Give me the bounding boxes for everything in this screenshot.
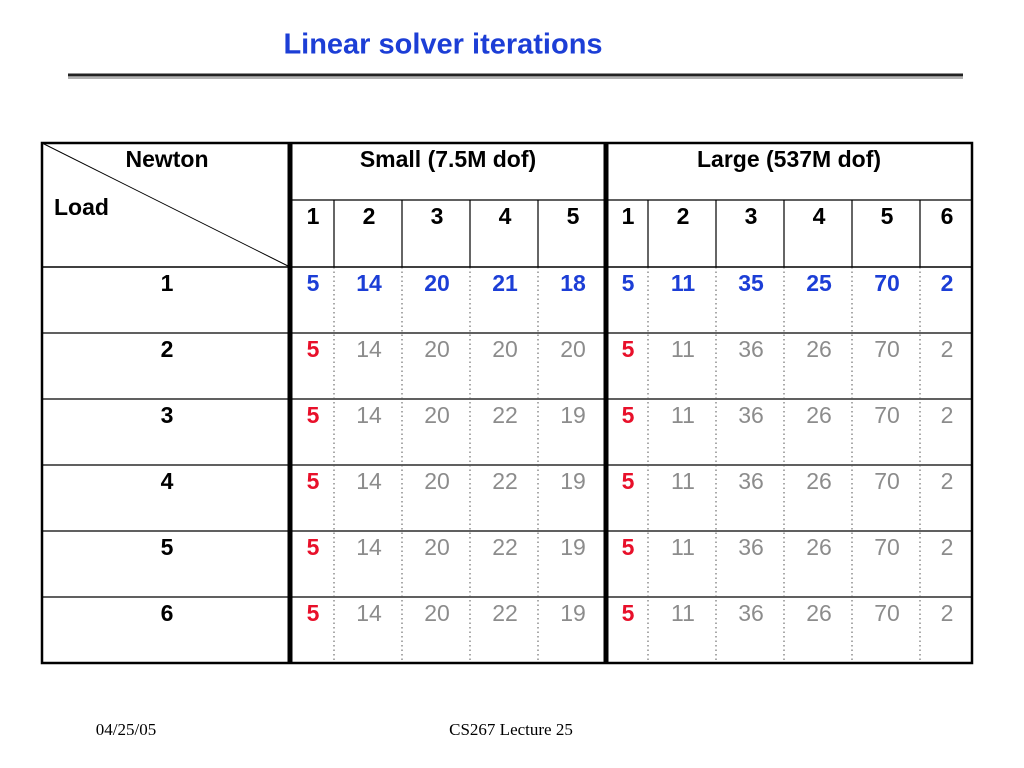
- row-label: 1: [161, 270, 174, 296]
- cell-value: 22: [492, 402, 518, 428]
- row-label: 3: [161, 402, 174, 428]
- cell-value: 11: [671, 336, 695, 362]
- cell-value: 70: [874, 402, 900, 428]
- column-header: 3: [745, 203, 758, 229]
- cell-value: 2: [941, 336, 954, 362]
- cell-value: 11: [671, 468, 695, 494]
- cell-value: 5: [622, 600, 635, 626]
- cell-value: 20: [424, 534, 450, 560]
- cell-value: 5: [622, 336, 635, 362]
- cell-value: 26: [806, 534, 832, 560]
- table: Newton Load Small (7.5M dof) 1 2 3 4 5 Large (53…: [40, 141, 974, 665]
- cell-value: 26: [806, 468, 832, 494]
- column-header: 6: [941, 203, 954, 229]
- cell-value: 36: [738, 402, 764, 428]
- cell-value: 2: [941, 468, 954, 494]
- cell-value: 22: [492, 534, 518, 560]
- cell-value: 11: [671, 270, 696, 296]
- corner-bottom: Load: [54, 194, 109, 220]
- cell-value: 20: [424, 270, 450, 296]
- cell-value: 11: [671, 600, 695, 626]
- cell-value: 19: [560, 534, 586, 560]
- cell-value: 25: [806, 270, 832, 296]
- cell-value: 70: [874, 270, 900, 296]
- column-header: 2: [677, 203, 690, 229]
- column-header: 4: [813, 203, 826, 229]
- cell-value: 14: [356, 534, 382, 560]
- cell-value: 36: [738, 534, 764, 560]
- slide-title: Linear solver iterations: [283, 29, 602, 61]
- cell-value: 5: [622, 468, 635, 494]
- cell-value: 14: [356, 336, 382, 362]
- cell-value: 36: [738, 468, 764, 494]
- row-label: 4: [161, 468, 174, 494]
- cell-value: 2: [941, 402, 954, 428]
- cell-value: 5: [307, 468, 320, 494]
- column-header: 2: [363, 203, 376, 229]
- cell-value: 2: [941, 534, 954, 560]
- cell-value: 11: [671, 402, 695, 428]
- cell-value: 5: [307, 336, 320, 362]
- cell-value: 20: [424, 468, 450, 494]
- cell-value: 14: [356, 600, 382, 626]
- cell-value: 21: [492, 270, 518, 296]
- cell-value: 70: [874, 468, 900, 494]
- cell-value: 20: [424, 600, 450, 626]
- cell-value: 20: [424, 402, 450, 428]
- column-header: 1: [307, 203, 320, 229]
- footer-course: CS267 Lecture 25: [449, 720, 573, 739]
- cell-value: 19: [560, 402, 586, 428]
- cell-value: 35: [738, 270, 764, 296]
- cell-value: 19: [560, 600, 586, 626]
- cell-value: 20: [424, 336, 450, 362]
- cell-value: 20: [560, 336, 586, 362]
- cell-value: 26: [806, 336, 832, 362]
- cell-value: 20: [492, 336, 518, 362]
- row-label: 6: [161, 600, 174, 626]
- cell-value: 5: [622, 270, 635, 296]
- cell-value: 5: [307, 402, 320, 428]
- column-header: 3: [431, 203, 444, 229]
- cell-value: 14: [356, 270, 382, 296]
- cell-value: 5: [307, 600, 320, 626]
- corner-top: Newton: [125, 146, 208, 172]
- group-header: Small (7.5M dof): [360, 146, 536, 172]
- cell-value: 36: [738, 600, 764, 626]
- cell-value: 26: [806, 600, 832, 626]
- column-header: 5: [567, 203, 580, 229]
- cell-value: 70: [874, 600, 900, 626]
- footer-date: 04/25/05: [96, 720, 156, 739]
- cell-value: 14: [356, 402, 382, 428]
- cell-value: 26: [806, 402, 832, 428]
- group-header: Large (537M dof): [697, 146, 881, 172]
- row-label: 2: [161, 336, 174, 362]
- cell-value: 70: [874, 534, 900, 560]
- cell-value: 2: [941, 270, 954, 296]
- table-border: [40, 141, 974, 665]
- row-label: 5: [161, 534, 174, 560]
- cell-value: 22: [492, 600, 518, 626]
- cell-value: 19: [560, 468, 586, 494]
- cell-value: 70: [874, 336, 900, 362]
- cell-value: 2: [941, 600, 954, 626]
- cell-value: 11: [671, 534, 695, 560]
- cell-value: 14: [356, 468, 382, 494]
- cell-value: 36: [738, 336, 764, 362]
- column-header: 5: [881, 203, 894, 229]
- cell-value: 18: [560, 270, 586, 296]
- cell-value: 5: [622, 402, 635, 428]
- column-header: 4: [499, 203, 512, 229]
- cell-value: 22: [492, 468, 518, 494]
- cell-value: 5: [307, 534, 320, 560]
- column-header: 1: [622, 203, 635, 229]
- corner-diagonal: [41, 142, 291, 268]
- cell-value: 5: [622, 534, 635, 560]
- cell-value: 5: [307, 270, 320, 296]
